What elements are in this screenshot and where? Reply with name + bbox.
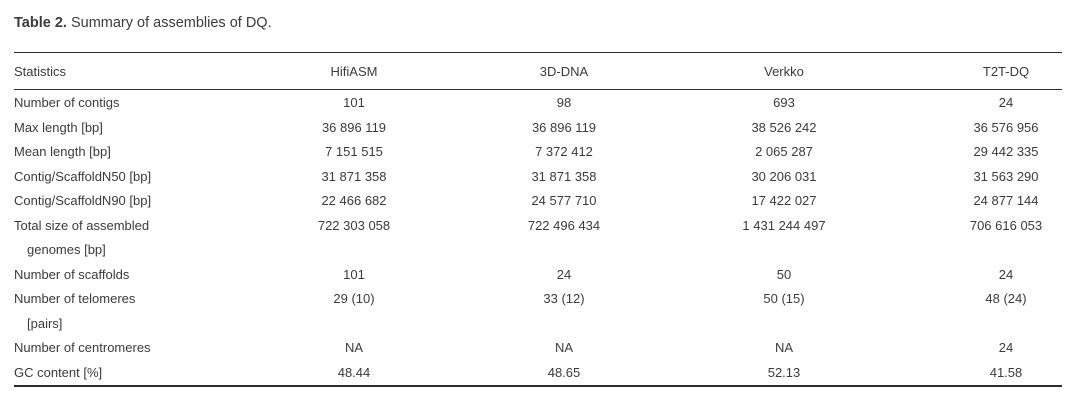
table-row: GC content [%] 48.44 48.65 52.13 41.58 (14, 361, 1062, 387)
cell-value: 31 871 358 (321, 168, 387, 184)
cell-value: 48 (24) (985, 291, 1027, 306)
cell-value: 50 (15) (763, 291, 805, 306)
cell-value: 7 151 515 (325, 144, 383, 159)
cell-value: 48.65 (547, 364, 581, 380)
cell-value: 24 (998, 95, 1014, 110)
cell-value: 24 (556, 266, 572, 282)
column-header-3d-dna: 3D-DNA (454, 52, 674, 90)
cell-value: 36 896 119 (321, 119, 387, 135)
row-label: Number of centromeres (14, 340, 151, 355)
column-header-hifiasm: HifiASM (254, 52, 454, 90)
row-label: Number of contigs (14, 95, 120, 110)
column-header-t2t-dq: T2T-DQ (894, 52, 1062, 90)
cell-value: 24 577 710 (531, 193, 597, 208)
cell-value: 30 206 031 (751, 168, 817, 184)
row-label: GC content [%] (14, 364, 103, 380)
row-label-line2: [pairs] (27, 315, 63, 331)
cell-value: 24 877 144 (973, 193, 1039, 208)
cell-value: 722 303 058 (317, 217, 391, 233)
row-label: Number of telomeres [pairs] (14, 287, 254, 336)
cell-value: 693 (773, 95, 795, 110)
cell-value: 38 526 242 (751, 119, 817, 135)
table-caption: Table 2. Summary of assemblies of DQ. (14, 13, 1062, 33)
table-row: Number of contigs 101 98 693 24 (14, 90, 1062, 116)
table-row: Mean length [bp] 7 151 515 7 372 412 2 0… (14, 140, 1062, 165)
table-row: Contig/ScaffoldN50 [bp] 31 871 358 31 87… (14, 165, 1062, 190)
cell-value: NA (774, 340, 794, 355)
row-label-line1: Total size of assembled (14, 217, 150, 233)
cell-value: 31 563 290 (973, 168, 1039, 184)
table-row: Number of telomeres [pairs] 29 (10) 33 (… (14, 287, 1062, 336)
row-label: Contig/ScaffoldN50 [bp] (14, 168, 152, 184)
table-row: Total size of assembled genomes [bp] 722… (14, 214, 1062, 263)
column-header-statistics: Statistics (14, 52, 254, 90)
table-row: Number of scaffolds 101 24 50 24 (14, 263, 1062, 288)
column-header-verkko: Verkko (674, 52, 894, 90)
row-label: Total size of assembled genomes [bp] (14, 214, 254, 263)
cell-value: NA (554, 340, 574, 355)
cell-value: 101 (343, 95, 365, 110)
cell-value: 33 (12) (543, 291, 585, 306)
table-caption-text: Summary of assemblies of DQ. (70, 15, 272, 31)
cell-value: 2 065 287 (755, 144, 813, 159)
cell-value: 722 496 434 (527, 217, 601, 233)
cell-value: 1 431 244 497 (742, 217, 826, 233)
table-header-row: Statistics HifiASM 3D-DNA Verkko T2T-DQ (14, 52, 1062, 90)
cell-value: 52.13 (767, 364, 801, 380)
cell-value: 50 (776, 266, 792, 282)
row-label-line2: genomes [bp] (27, 242, 106, 257)
table-caption-number: Table 2. (14, 15, 67, 31)
assembly-summary-table: Statistics HifiASM 3D-DNA Verkko T2T-DQ … (14, 52, 1062, 387)
cell-value: 98 (556, 95, 572, 110)
cell-value: NA (344, 340, 364, 355)
cell-value: 22 466 682 (321, 193, 387, 208)
row-label-line1: Number of telomeres (14, 291, 136, 306)
row-label: Contig/ScaffoldN90 [bp] (14, 193, 152, 208)
cell-value: 36 896 119 (531, 119, 597, 135)
cell-value: 101 (343, 266, 365, 282)
row-label: Max length [bp] (14, 119, 103, 135)
row-label: Number of scaffolds (14, 266, 130, 282)
cell-value: 29 (10) (333, 291, 375, 306)
cell-value: 706 616 053 (969, 217, 1043, 233)
cell-value: 48.44 (337, 364, 371, 380)
table-row: Max length [bp] 36 896 119 36 896 119 38… (14, 116, 1062, 141)
cell-value: 24 (998, 340, 1014, 355)
cell-value: 17 422 027 (751, 193, 817, 208)
cell-value: 24 (998, 266, 1014, 282)
table-row: Contig/ScaffoldN90 [bp] 22 466 682 24 57… (14, 189, 1062, 214)
table-row: Number of centromeres NA NA NA 24 (14, 336, 1062, 361)
cell-value: 41.58 (989, 364, 1023, 380)
cell-value: 31 871 358 (531, 168, 597, 184)
row-label: Mean length [bp] (14, 144, 111, 159)
cell-value: 7 372 412 (535, 144, 593, 159)
cell-value: 29 442 335 (973, 144, 1039, 159)
cell-value: 36 576 956 (973, 119, 1039, 135)
